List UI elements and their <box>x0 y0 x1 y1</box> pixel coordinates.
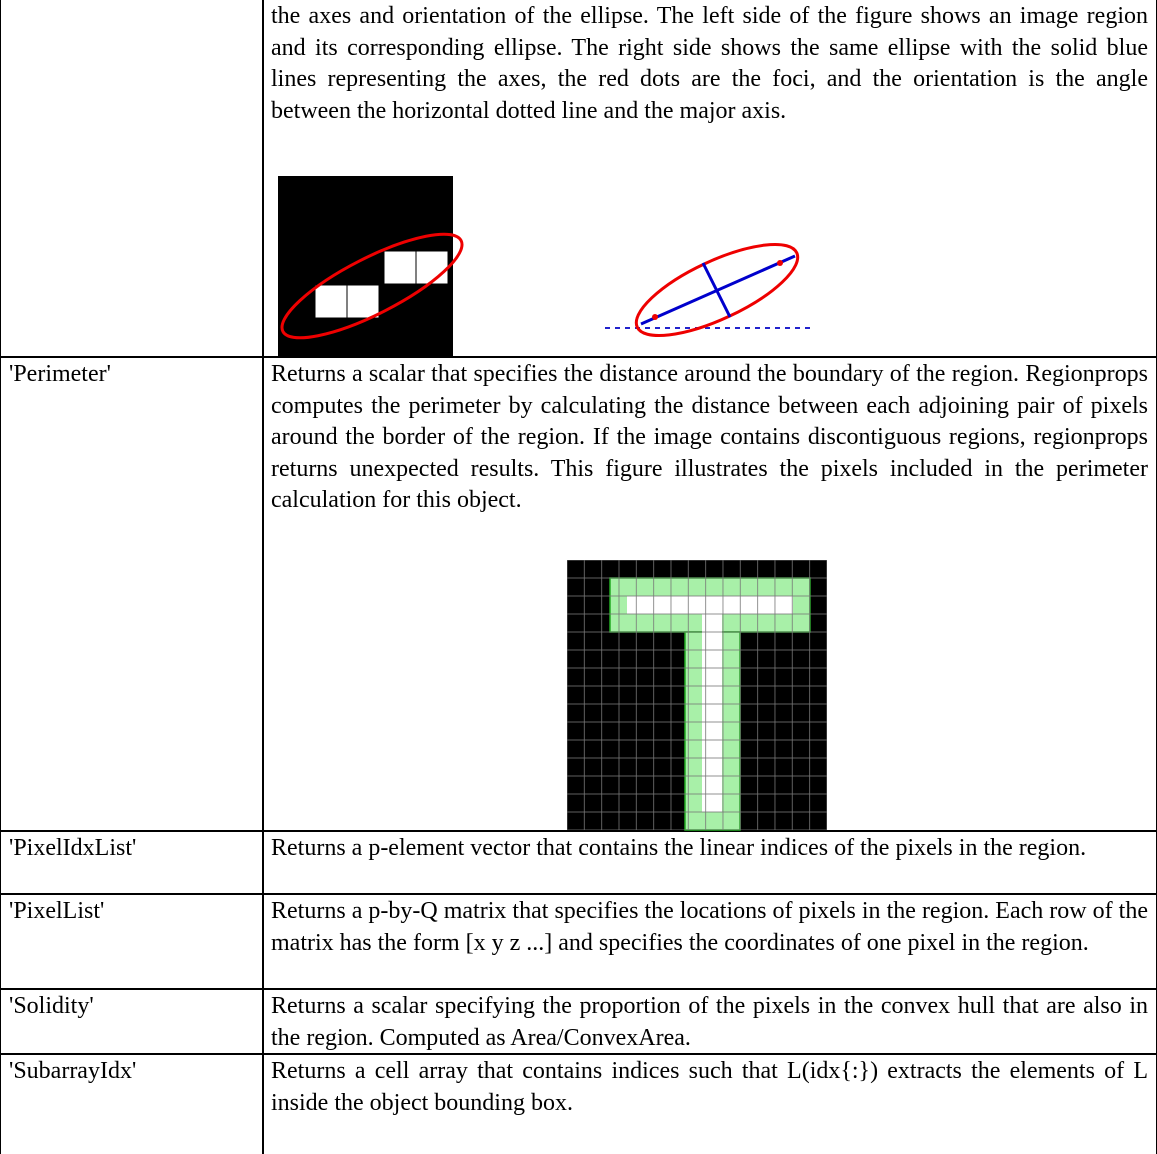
property-name: 'SubarrayIdx' <box>0 1053 264 1154</box>
property-name <box>0 0 264 358</box>
property-description: Returns a p-by-Q matrix that specifies t… <box>262 893 1157 990</box>
property-name: 'Perimeter' <box>0 356 264 832</box>
property-description: Returns a cell array that contains indic… <box>262 1053 1157 1154</box>
property-name: 'Solidity' <box>0 988 264 1055</box>
property-description: Returns a p-element vector that contains… <box>262 830 1157 895</box>
property-description: Returns a scalar that specifies the dist… <box>262 356 1157 832</box>
property-name: 'PixelIdxList' <box>0 830 264 895</box>
property-description: the axes and orientation of the ellipse.… <box>262 0 1157 358</box>
property-description: Returns a scalar specifying the proporti… <box>262 988 1157 1055</box>
property-name: 'PixelList' <box>0 893 264 990</box>
